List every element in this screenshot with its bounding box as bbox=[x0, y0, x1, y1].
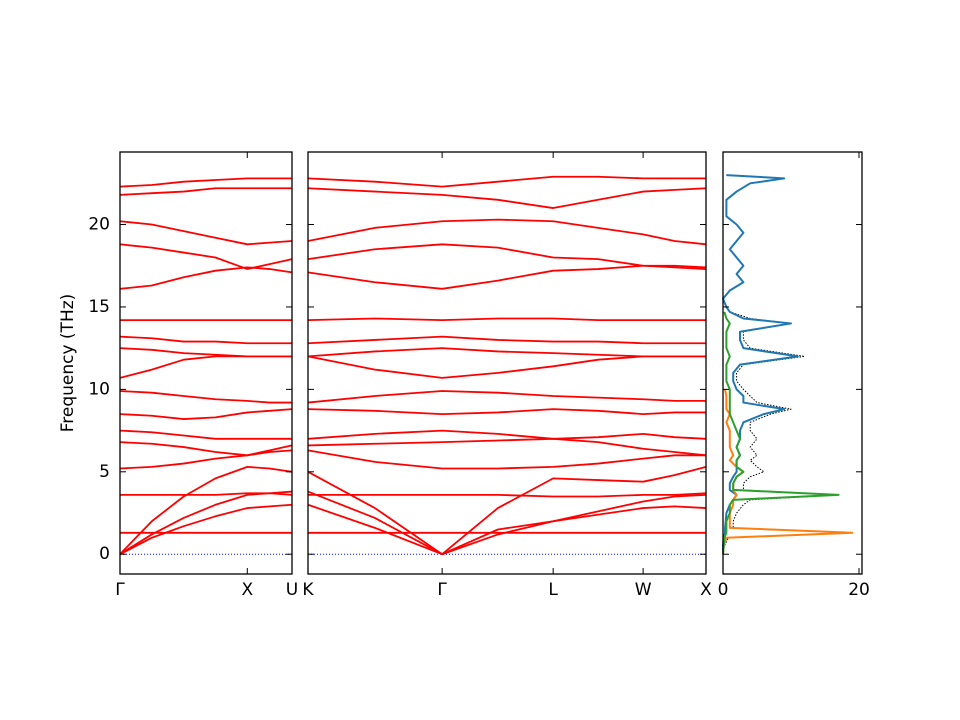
x-tick-label: U bbox=[286, 580, 298, 600]
band-line bbox=[119, 449, 293, 470]
y-tick-label: 15 bbox=[88, 297, 110, 317]
band-line bbox=[119, 266, 293, 290]
band-line bbox=[307, 390, 706, 404]
band-line bbox=[307, 429, 707, 440]
x-tick-label: Γ bbox=[437, 580, 447, 600]
band-line bbox=[119, 220, 293, 246]
x-tick-label: L bbox=[548, 580, 558, 600]
x-tick-label: W bbox=[635, 580, 652, 600]
band-line bbox=[119, 390, 292, 404]
band-line bbox=[307, 503, 707, 556]
band-line bbox=[307, 449, 706, 470]
panel: 0 5 10 15 20 Γ X U bbox=[88, 151, 298, 600]
band-line bbox=[307, 264, 707, 290]
band-line bbox=[119, 465, 293, 555]
band-line bbox=[119, 441, 293, 457]
y-axis-label: Frequency (THz) bbox=[58, 294, 78, 433]
x-tick-label: X bbox=[241, 580, 253, 600]
y-tick-label: 0 bbox=[99, 544, 110, 564]
dotted-line bbox=[722, 174, 853, 555]
band-line bbox=[119, 490, 293, 555]
band-line bbox=[119, 355, 292, 379]
axes-frame bbox=[722, 151, 863, 575]
band-line bbox=[307, 490, 707, 556]
x-tick-label: 0 bbox=[718, 580, 729, 600]
band-line bbox=[307, 355, 706, 379]
band-line bbox=[307, 347, 706, 358]
x-tick-label: K bbox=[302, 580, 314, 600]
x-tick-label: Γ bbox=[115, 580, 125, 600]
x-tick-label: 20 bbox=[848, 580, 870, 600]
band-line bbox=[307, 218, 707, 246]
band-line bbox=[119, 347, 292, 358]
band-line bbox=[307, 243, 707, 270]
y-tick-label: 20 bbox=[88, 215, 110, 235]
band-line bbox=[722, 311, 840, 555]
axes-frame bbox=[307, 151, 707, 575]
band-line bbox=[119, 408, 293, 420]
band-line bbox=[119, 187, 292, 196]
band-line bbox=[307, 317, 706, 322]
band-line bbox=[307, 437, 707, 457]
band-line bbox=[120, 492, 293, 496]
y-tick-label: 10 bbox=[88, 379, 110, 399]
band-line bbox=[307, 335, 706, 345]
band-line bbox=[119, 243, 293, 270]
band-line bbox=[307, 187, 707, 209]
band-line bbox=[119, 503, 293, 556]
band-line bbox=[308, 492, 707, 498]
band-line bbox=[119, 429, 292, 440]
panel: 0 20 bbox=[718, 151, 870, 600]
band-line bbox=[307, 175, 706, 188]
band-line bbox=[307, 408, 706, 415]
band-line bbox=[119, 177, 292, 188]
y-tick-label: 5 bbox=[99, 462, 110, 482]
band-line bbox=[119, 335, 292, 345]
band-line bbox=[307, 465, 707, 556]
x-tick-label: X bbox=[700, 580, 712, 600]
axes-frame bbox=[119, 151, 293, 575]
